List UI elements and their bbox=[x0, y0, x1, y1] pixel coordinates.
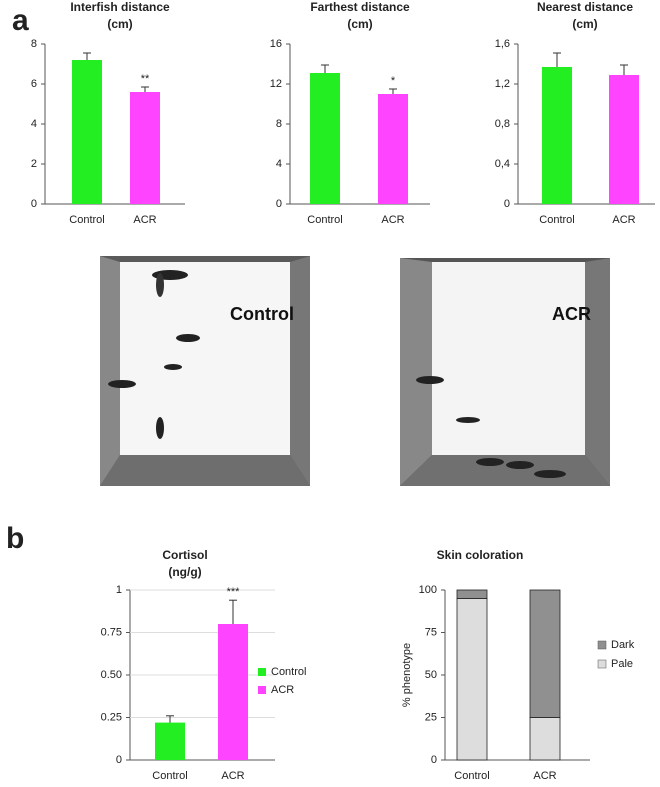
bar-segment bbox=[456, 598, 488, 761]
photo: Control bbox=[100, 256, 310, 486]
y-tick-label: 2 bbox=[31, 158, 37, 170]
y-tick-label: 0.25 bbox=[101, 711, 122, 723]
legend-label: Dark bbox=[611, 639, 635, 651]
y-tick-label: 0.50 bbox=[101, 669, 122, 681]
bar bbox=[130, 92, 160, 204]
y-tick-label: 25 bbox=[425, 711, 437, 723]
y-tick-label: 1 bbox=[116, 584, 122, 596]
y-tick-label: 75 bbox=[425, 626, 437, 638]
y-tick-label: 12 bbox=[270, 78, 282, 90]
y-tick-label: 1,6 bbox=[495, 38, 510, 50]
x-tick-label: ACR bbox=[533, 770, 556, 782]
bar bbox=[378, 94, 408, 204]
x-tick-label: Control bbox=[539, 214, 574, 226]
significance: ** bbox=[141, 73, 150, 85]
chart: Skin coloration 0 25 50 75 100 % phenotype Cont… bbox=[401, 548, 635, 782]
photo: ACR bbox=[400, 258, 610, 486]
x-tick-label: ACR bbox=[381, 214, 404, 226]
y-tick-label: 50 bbox=[425, 669, 437, 681]
chart-title: Interfish distance bbox=[70, 0, 170, 14]
y-tick-label: 0 bbox=[504, 198, 510, 210]
bar-segment bbox=[529, 589, 561, 718]
y-tick-label: 1,2 bbox=[495, 78, 510, 90]
bar bbox=[72, 60, 102, 204]
legend-label: Control bbox=[271, 666, 306, 678]
chart: Interfish distance (cm) 0 2 4 6 8 Control ACR ** bbox=[31, 0, 185, 226]
photo-label: Control bbox=[230, 304, 294, 324]
y-tick-label: 100 bbox=[419, 584, 437, 596]
y-tick-label: 0 bbox=[116, 754, 122, 766]
x-tick-label: Control bbox=[454, 770, 489, 782]
x-tick-label: ACR bbox=[133, 214, 156, 226]
legend-swatch bbox=[597, 640, 607, 650]
y-tick-label: 4 bbox=[31, 118, 37, 130]
y-tick-label: 0 bbox=[431, 754, 437, 766]
chart-title: Farthest distance bbox=[310, 0, 410, 14]
chart-title: Skin coloration bbox=[437, 548, 524, 562]
bar bbox=[218, 624, 248, 760]
legend-label: Pale bbox=[611, 658, 633, 670]
chart-title: Nearest distance bbox=[537, 0, 633, 14]
y-tick-label: 0 bbox=[276, 198, 282, 210]
legend-swatch bbox=[258, 668, 266, 676]
y-tick-label: 0,8 bbox=[495, 118, 510, 130]
y-tick-label: 8 bbox=[31, 38, 37, 50]
y-tick-label: 0 bbox=[31, 198, 37, 210]
y-tick-label: 4 bbox=[276, 158, 282, 170]
bar bbox=[609, 75, 639, 204]
photo-label: ACR bbox=[552, 304, 591, 324]
significance: *** bbox=[227, 586, 241, 598]
x-tick-label: Control bbox=[152, 770, 187, 782]
bar bbox=[310, 73, 340, 204]
x-tick-label: ACR bbox=[612, 214, 635, 226]
y-tick-label: 16 bbox=[270, 38, 282, 50]
chart-title: (ng/g) bbox=[168, 565, 201, 579]
y-tick-label: 0,4 bbox=[495, 158, 510, 170]
bar-segment bbox=[456, 589, 488, 599]
y-axis-label: % phenotype bbox=[401, 643, 413, 707]
legend-swatch bbox=[597, 659, 607, 669]
bar-segment bbox=[529, 717, 561, 761]
legend-swatch bbox=[258, 686, 266, 694]
significance: * bbox=[391, 75, 396, 87]
y-tick-label: 0.75 bbox=[101, 626, 122, 638]
x-tick-label: Control bbox=[307, 214, 342, 226]
x-tick-label: Control bbox=[69, 214, 104, 226]
chart-title: (cm) bbox=[347, 17, 372, 31]
chart-title: (cm) bbox=[572, 17, 597, 31]
bar bbox=[155, 722, 185, 760]
panel-label: a bbox=[12, 4, 29, 37]
legend-label: ACR bbox=[271, 684, 294, 696]
chart: Nearest distance (cm) 0 0,4 0,8 1,2 1,6 Control… bbox=[495, 0, 655, 226]
x-tick-label: ACR bbox=[221, 770, 244, 782]
chart-title: Cortisol bbox=[162, 548, 207, 562]
bar bbox=[542, 67, 572, 204]
chart: Farthest distance (cm) 0 4 8 12 16 Control ACR * bbox=[270, 0, 430, 226]
chart-title: (cm) bbox=[107, 17, 132, 31]
y-tick-label: 8 bbox=[276, 118, 282, 130]
chart: Cortisol (ng/g) 0 0.25 0.50 0.75 1 Control ACR **… bbox=[101, 548, 307, 782]
panel-label: b bbox=[6, 522, 24, 555]
y-tick-label: 6 bbox=[31, 78, 37, 90]
